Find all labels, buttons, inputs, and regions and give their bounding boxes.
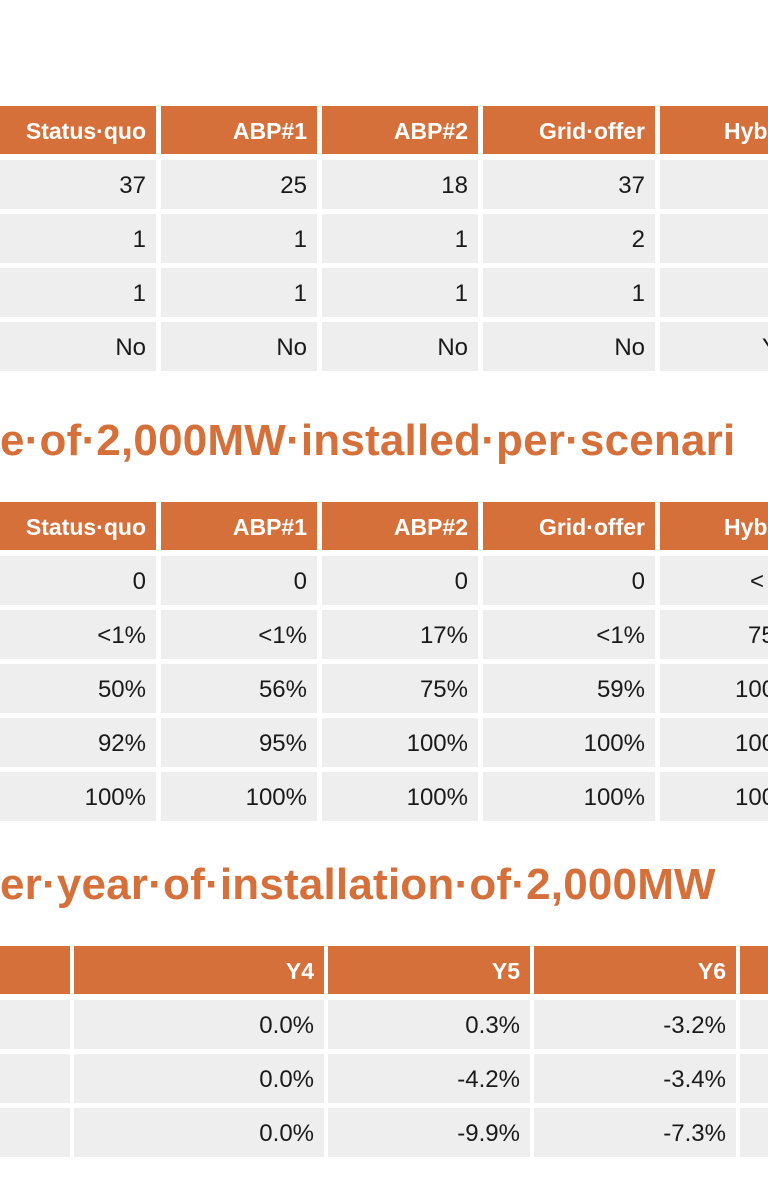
table-cell: 100: [660, 718, 768, 767]
table-cell: [0, 1054, 70, 1103]
table-cell: <1%: [0, 610, 156, 659]
table-cell: 0: [322, 556, 478, 605]
table-row: 0.0% -4.2% -3.4%: [0, 1054, 768, 1103]
table-cell: 0.0%: [74, 1108, 324, 1157]
table-cell: 50%: [0, 664, 156, 713]
table-row: 1 1 1 1: [0, 268, 768, 317]
header-next: [740, 946, 768, 994]
header-hybrid: Hyb: [660, 106, 768, 154]
table-cell: 1: [161, 268, 317, 317]
table-cell: Y: [660, 322, 768, 371]
table-cell: -3.4%: [534, 1054, 736, 1103]
header-row-label: [0, 946, 70, 994]
table-cell: 18: [322, 160, 478, 209]
table-cell: [0, 1108, 70, 1157]
table-cell: [660, 268, 768, 317]
header-y5: Y5: [328, 946, 530, 994]
table-cell: 17%: [322, 610, 478, 659]
header-abp1: ABP#1: [161, 502, 317, 550]
table-cell: 1: [161, 214, 317, 263]
table-row: 50% 56% 75% 59% 100: [0, 664, 768, 713]
table-cell: 37: [483, 160, 655, 209]
header-y6: Y6: [534, 946, 736, 994]
header-y4: Y4: [74, 946, 324, 994]
table-cell: [740, 1000, 768, 1049]
table-cell: -7.3%: [534, 1108, 736, 1157]
table-cell: 75: [660, 610, 768, 659]
table-2: Status·quo ABP#1 ABP#2 Grid·offer Hyb 0 …: [0, 502, 768, 822]
table-cell: 1: [483, 268, 655, 317]
table-cell: -3.2%: [534, 1000, 736, 1049]
table-3-header-row: Y4 Y5 Y6: [0, 946, 768, 994]
table-3: Y4 Y5 Y6 0.0% 0.3% -3.2% 0.0% -4.2% -3.4…: [0, 946, 768, 1158]
table-cell: 100: [660, 664, 768, 713]
table-cell: 2: [483, 214, 655, 263]
table-row: No No No No Y: [0, 322, 768, 371]
header-abp1: ABP#1: [161, 106, 317, 154]
header-abp2: ABP#2: [322, 502, 478, 550]
table-cell: 100%: [322, 772, 478, 821]
header-grid-offer: Grid·offer: [483, 106, 655, 154]
table-1: Status·quo ABP#1 ABP#2 Grid·offer Hyb 37…: [0, 106, 768, 372]
table-cell: 0.0%: [74, 1000, 324, 1049]
table-row: 92% 95% 100% 100% 100: [0, 718, 768, 767]
table-cell: [660, 214, 768, 263]
table-cell: 37: [0, 160, 156, 209]
table-cell: 0.0%: [74, 1054, 324, 1103]
table-cell: 100%: [322, 718, 478, 767]
table-cell: 100%: [483, 718, 655, 767]
table-cell: 75%: [322, 664, 478, 713]
table-cell: 56%: [161, 664, 317, 713]
table-cell: [740, 1054, 768, 1103]
table-row: 100% 100% 100% 100% 100: [0, 772, 768, 821]
table-cell: 1: [0, 268, 156, 317]
table-cell: [740, 1108, 768, 1157]
table-row: 37 25 18 37: [0, 160, 768, 209]
table-cell: <1%: [161, 610, 317, 659]
table-cell: [0, 1000, 70, 1049]
table-cell: <: [660, 556, 768, 605]
table-cell: 1: [322, 214, 478, 263]
header-grid-offer: Grid·offer: [483, 502, 655, 550]
table-row: 0.0% -9.9% -7.3%: [0, 1108, 768, 1157]
table-cell: 0: [161, 556, 317, 605]
table-cell: <1%: [483, 610, 655, 659]
table-cell: 100%: [483, 772, 655, 821]
header-status-quo: Status·quo: [0, 106, 156, 154]
table-1-header-row: Status·quo ABP#1 ABP#2 Grid·offer Hyb: [0, 106, 768, 154]
table-cell: 1: [322, 268, 478, 317]
table-cell: 0: [0, 556, 156, 605]
table-cell: -9.9%: [328, 1108, 530, 1157]
table-cell: [660, 160, 768, 209]
table-cell: 92%: [0, 718, 156, 767]
table-cell: 59%: [483, 664, 655, 713]
table-cell: No: [161, 322, 317, 371]
table-row: 0 0 0 0 <: [0, 556, 768, 605]
table-cell: 100: [660, 772, 768, 821]
table-cell: No: [322, 322, 478, 371]
header-status-quo: Status·quo: [0, 502, 156, 550]
table-cell: -4.2%: [328, 1054, 530, 1103]
table-cell: 100%: [0, 772, 156, 821]
section-heading-2: e·of·2,000MW·installed·per·scenari: [0, 416, 736, 465]
table-cell: 95%: [161, 718, 317, 767]
header-hybrid: Hyb: [660, 502, 768, 550]
table-cell: No: [483, 322, 655, 371]
table-row: 1 1 1 2: [0, 214, 768, 263]
table-row: <1% <1% 17% <1% 75: [0, 610, 768, 659]
table-cell: 1: [0, 214, 156, 263]
table-row: 0.0% 0.3% -3.2%: [0, 1000, 768, 1049]
table-cell: 25: [161, 160, 317, 209]
table-cell: 0: [483, 556, 655, 605]
table-cell: No: [0, 322, 156, 371]
table-cell: 100%: [161, 772, 317, 821]
table-cell: 0.3%: [328, 1000, 530, 1049]
header-abp2: ABP#2: [322, 106, 478, 154]
section-heading-3: er·year·of·installation·of·2,000MW: [0, 860, 716, 909]
table-2-header-row: Status·quo ABP#1 ABP#2 Grid·offer Hyb: [0, 502, 768, 550]
